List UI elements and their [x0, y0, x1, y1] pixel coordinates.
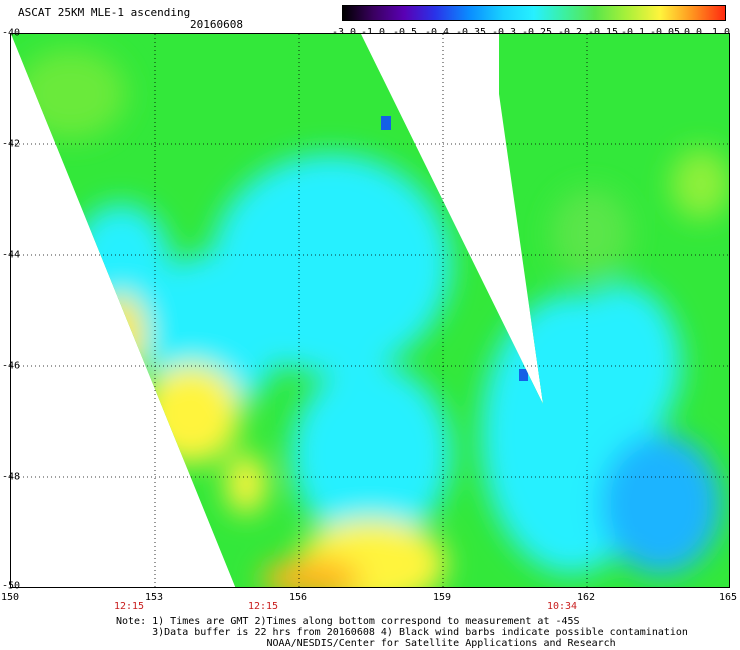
- product-title: ASCAT 25KM MLE-1 ascending: [18, 6, 191, 19]
- colorbar-label: -0.5: [392, 27, 418, 38]
- wind-map-field: [11, 34, 729, 587]
- green-region: [551, 189, 631, 279]
- lat-label: -48: [2, 471, 21, 483]
- lon-label: 159: [432, 592, 452, 603]
- yellow-region: [261, 559, 361, 587]
- lon-label: 153: [144, 592, 164, 603]
- yellow-region: [226, 454, 266, 514]
- colorbar-label: -0.25: [521, 27, 553, 38]
- colorbar-label: -1.0: [360, 27, 386, 38]
- time-label: 10:34: [546, 601, 578, 612]
- cyan-region: [561, 284, 681, 444]
- note-line-3: NOAA/NESDIS/Center for Satellite Applica…: [116, 638, 616, 649]
- colorbar-label: -0.05: [649, 27, 681, 38]
- product-date: 20160608: [190, 18, 243, 31]
- lat-label: -44: [2, 249, 21, 261]
- colorbar-label: -0.1: [620, 27, 646, 38]
- time-label: 12:15: [113, 601, 145, 612]
- colorbar: [342, 5, 726, 21]
- lat-label: -42: [2, 138, 21, 150]
- note-line-1: Note: 1) Times are GMT 2)Times along bot…: [116, 616, 580, 627]
- colorbar-label: -0.15: [587, 27, 619, 38]
- lat-label: -50: [2, 580, 21, 592]
- cyan-region: [291, 364, 451, 544]
- colorbar-label: 0.0: [683, 27, 703, 38]
- wind-map: [10, 33, 730, 588]
- note-line-2: 3)Data buffer is 22 hrs from 20160608 4)…: [116, 627, 688, 638]
- colorbar-label: 1.0: [711, 27, 731, 38]
- cyan-region: [601, 434, 721, 574]
- blue-patch: [519, 369, 528, 381]
- lon-label: 162: [576, 592, 596, 603]
- colorbar-label: -3.0: [331, 27, 357, 38]
- lon-label: 165: [718, 592, 738, 603]
- green-region: [671, 149, 729, 219]
- colorbar-label: -0.35: [455, 27, 487, 38]
- colorbar-label: -0.2: [557, 27, 583, 38]
- lat-label: -46: [2, 360, 21, 372]
- lon-label: 156: [288, 592, 308, 603]
- lon-label: 150: [0, 592, 20, 603]
- colorbar-label: -0.3: [491, 27, 517, 38]
- time-label: 12:15: [247, 601, 279, 612]
- lat-label: -40: [2, 27, 21, 39]
- graticule: [11, 34, 729, 587]
- blue-patch: [381, 116, 391, 130]
- colorbar-label: -0.4: [424, 27, 450, 38]
